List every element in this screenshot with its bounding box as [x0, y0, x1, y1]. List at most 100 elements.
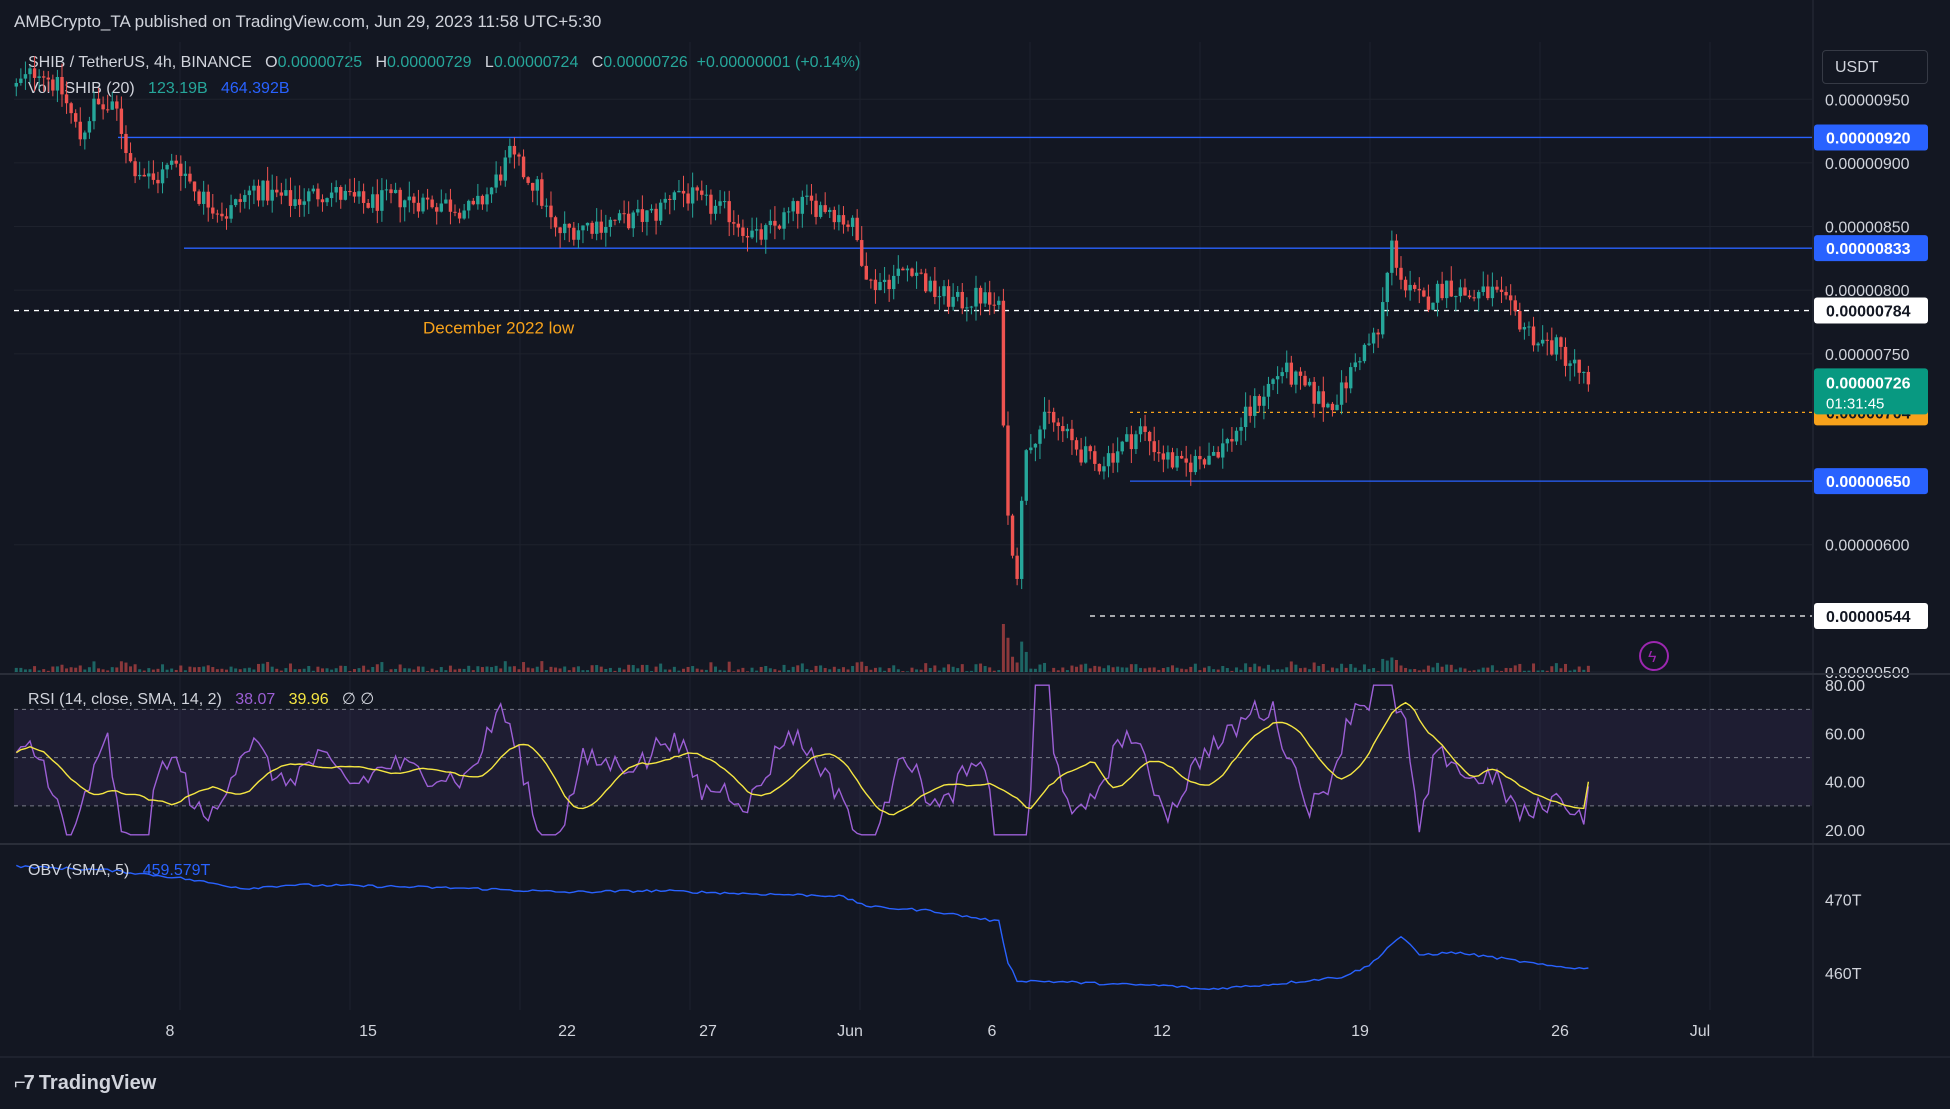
- volume-bar: [1445, 664, 1449, 672]
- candle-body: [1198, 455, 1202, 460]
- volume-bar: [1586, 665, 1590, 672]
- candle-body: [252, 185, 256, 191]
- ohlc-legend[interactable]: SHIB / TetherUS, 4h, BINANCE O0.00000725…: [28, 54, 860, 72]
- candle-body: [503, 157, 507, 181]
- volume-ma-value: 464.392B: [221, 80, 290, 97]
- volume-bar: [805, 669, 809, 672]
- volume-bar: [1189, 666, 1193, 672]
- volume-bar: [1431, 667, 1435, 672]
- candle-body: [901, 268, 905, 271]
- rsi-label[interactable]: RSI (14, close, SMA, 14, 2): [28, 691, 222, 708]
- candle-body: [142, 174, 146, 177]
- volume-bar: [302, 668, 306, 672]
- currency-selector[interactable]: USDT: [1822, 50, 1928, 84]
- volume-bar: [288, 663, 292, 672]
- volume-bar: [444, 670, 448, 672]
- candle-body: [846, 224, 850, 227]
- candle-body: [1394, 240, 1399, 268]
- volume-bar: [965, 671, 969, 672]
- candle-body: [590, 222, 594, 234]
- obv-legend[interactable]: OBV (SMA, 5) 459.579T: [28, 862, 210, 880]
- volume-bar: [1001, 624, 1005, 672]
- volume-bar: [339, 665, 343, 672]
- low-label: L: [484, 54, 494, 71]
- volume-bar: [28, 669, 32, 672]
- volume-bar: [1234, 667, 1238, 672]
- candle-body: [1179, 455, 1184, 459]
- volume-bar: [371, 666, 375, 672]
- candle-body: [169, 160, 174, 165]
- candle-body: [192, 181, 197, 192]
- candle-body: [1444, 280, 1449, 299]
- candle-body: [1536, 343, 1540, 346]
- candle-body: [133, 161, 137, 177]
- candle-body: [1577, 359, 1581, 373]
- volume-bar: [773, 669, 777, 672]
- time-axis-tick: 19: [1351, 1023, 1369, 1040]
- candle-body: [293, 199, 297, 206]
- volume-label[interactable]: Vol · SHIB (20): [28, 80, 135, 97]
- candle-body: [690, 187, 695, 204]
- candle-body: [1065, 428, 1070, 432]
- volume-bar: [1545, 670, 1549, 672]
- candle-body: [1449, 280, 1453, 297]
- rsi-legend[interactable]: RSI (14, close, SMA, 14, 2) 38.07 39.96 …: [28, 689, 374, 709]
- candle-body: [307, 191, 311, 202]
- rsi-value: 38.07: [235, 691, 276, 708]
- candle-body: [352, 192, 357, 197]
- price-levels: [14, 136, 1812, 617]
- candle-body: [910, 268, 914, 276]
- candle-body: [1047, 411, 1051, 413]
- candle-body: [709, 194, 713, 214]
- obv-label[interactable]: OBV (SMA, 5): [28, 862, 130, 879]
- candle-body: [1061, 426, 1065, 432]
- volume-bar: [1280, 669, 1284, 672]
- candle-body: [924, 273, 928, 292]
- candle-body: [613, 219, 617, 221]
- volume-bar: [896, 669, 900, 672]
- volume-bar: [1006, 637, 1010, 672]
- grid: [14, 42, 1812, 1010]
- volume-legend[interactable]: Vol · SHIB (20) 123.19B 464.392B: [28, 80, 290, 98]
- symbol-label[interactable]: SHIB / TetherUS, 4h, BINANCE: [28, 54, 252, 71]
- volume-bar: [499, 668, 503, 672]
- lightning-icon[interactable]: [1639, 641, 1669, 671]
- candle-body: [1221, 443, 1225, 458]
- price-level-tag: [1814, 297, 1928, 324]
- volume-bar: [129, 666, 133, 672]
- tradingview-brand[interactable]: ⌐7 TradingView: [14, 1072, 156, 1095]
- candle-body: [42, 76, 46, 78]
- candle-body: [530, 182, 535, 191]
- candle-body: [1472, 297, 1476, 299]
- candle-body: [37, 76, 41, 78]
- candle-body: [974, 287, 978, 307]
- volume-bar: [60, 664, 64, 672]
- volume-bar: [119, 661, 123, 672]
- volume-bar: [1554, 663, 1558, 672]
- candle-body: [1097, 463, 1102, 472]
- volume-bar: [1020, 641, 1024, 672]
- price-axis-tick: 0.00000850: [1825, 220, 1910, 237]
- candle-body: [1376, 332, 1380, 335]
- volume-bar: [65, 668, 69, 672]
- candle-body: [275, 189, 279, 193]
- candle-body: [873, 279, 878, 291]
- candle-body: [933, 280, 937, 297]
- volume-bar: [590, 665, 594, 672]
- volume-bar: [1065, 670, 1069, 672]
- candle-body: [265, 180, 270, 201]
- volume-bar: [846, 669, 850, 672]
- volume-bar: [1449, 664, 1453, 672]
- volume-bar: [563, 666, 567, 672]
- volume-bar: [1257, 666, 1261, 672]
- price-level-label: 0.00000920: [1826, 130, 1911, 147]
- volume-bar: [156, 668, 160, 672]
- volume-bar: [403, 668, 407, 672]
- candle-body: [892, 275, 896, 290]
- volume-bar: [394, 668, 398, 672]
- volume-bar: [837, 668, 841, 672]
- volume-bar: [357, 668, 361, 672]
- volume-bar: [604, 668, 608, 672]
- candle-body: [837, 215, 841, 223]
